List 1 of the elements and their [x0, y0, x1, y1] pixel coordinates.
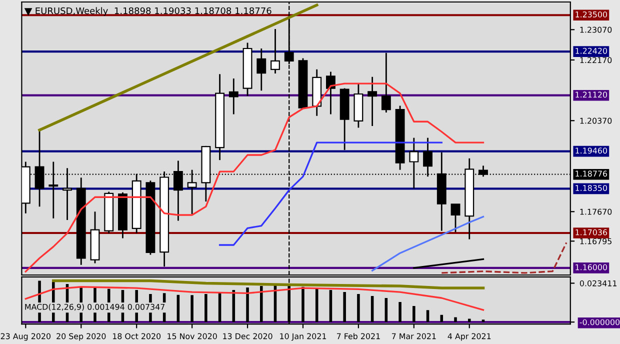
text: EURUSD,Weekly 1.18898 1.19033 1.18708 1.18776 — [36, 7, 272, 16]
